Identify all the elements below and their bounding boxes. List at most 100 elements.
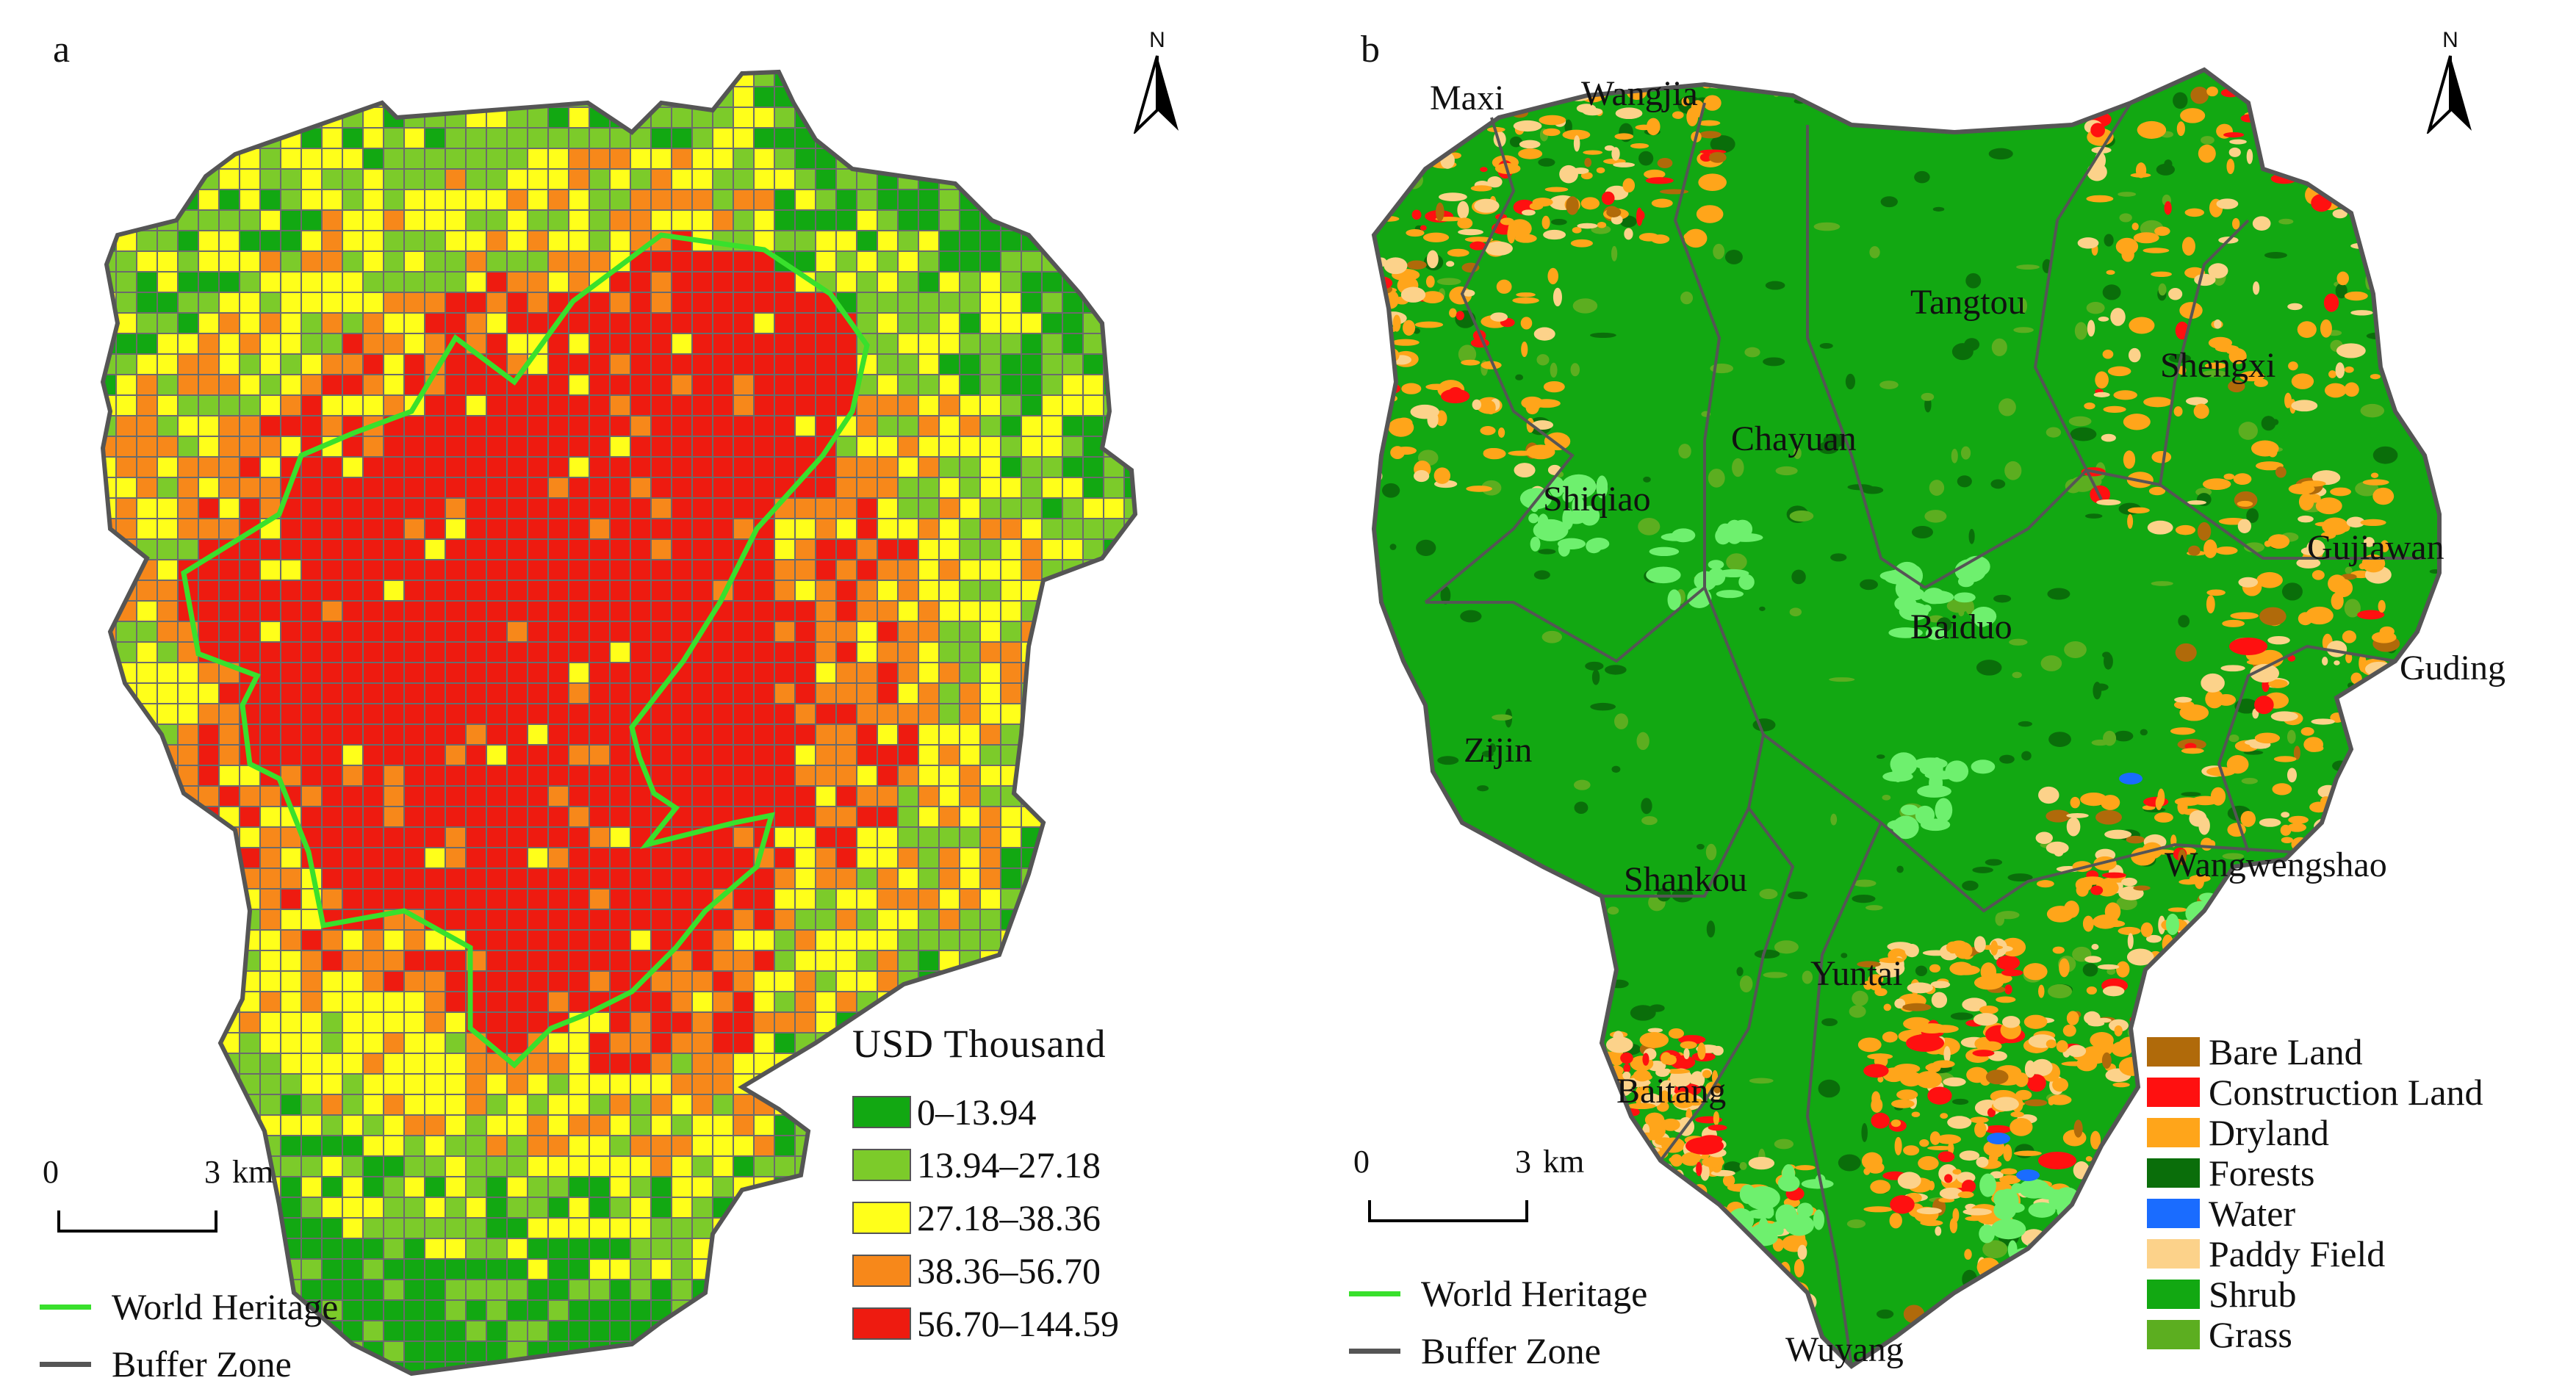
agriculture-patch [2035,831,2053,844]
grid-cell [568,929,590,951]
grid-cell [547,1155,569,1177]
grid-cell [609,86,631,108]
grid-cell [136,1176,158,1198]
agriculture-patch [1890,1119,1902,1127]
grid-cell [1041,662,1063,684]
grid-cell [959,456,981,478]
grid-cell [547,394,569,416]
grid-cell [156,682,179,704]
grid-cell [712,107,734,129]
grid-cell [1145,1280,1165,1300]
agriculture-patch [2353,699,2363,704]
grid-cell [1000,1361,1022,1374]
agriculture-patch [1673,1259,1702,1269]
agriculture-patch [1328,320,1348,328]
grid-cell [918,909,940,931]
grid-cell [383,1032,405,1054]
grid-cell [691,559,713,581]
grid-cell [918,189,940,211]
agriculture-patch [2345,757,2367,769]
grid-cell [794,662,816,684]
grid-cell [1145,148,1165,169]
grid-cell [342,1053,364,1075]
grid-cell [486,600,508,622]
agriculture-patch [2250,663,2280,683]
grid-cell [198,1114,220,1136]
agriculture-patch [1982,1041,2002,1051]
grid-cell [979,929,1001,951]
grid-cell [177,148,199,170]
grid-cell [1145,765,1165,786]
grid-cell [733,189,755,211]
grid-cell [506,580,528,602]
agriculture-patch [1462,289,1475,297]
grid-cell [321,662,343,684]
grid-cell [774,518,796,540]
grid-cell [527,250,549,273]
grid-cell [938,209,960,231]
scale-end-label: 3 [204,1154,220,1190]
agriculture-patch [2011,1307,2021,1316]
agriculture-patch [1553,287,1562,307]
grid-cell [712,724,734,746]
agriculture-patch [2098,1163,2108,1180]
agriculture-patch [2095,809,2122,825]
grid-cell [1123,436,1135,458]
grid-cell [959,353,981,375]
grid-cell [753,1238,775,1260]
grid-cell [753,209,775,231]
grid-cell [959,826,981,848]
grid-cell [486,847,508,869]
agriculture-patch [1883,1003,1891,1011]
grid-cell [753,333,775,355]
grid-cell [671,497,693,519]
agriculture-patch [1521,342,1528,358]
agriculture-patch [2306,744,2324,752]
grid-cell [589,1279,611,1301]
grid-cell [979,703,1001,725]
grid-cell [1021,477,1043,499]
grid-cell [568,1032,590,1054]
grid-cell [568,1361,590,1374]
grid-cell [897,250,919,273]
vegetation-patch [1861,1123,1868,1142]
grid-cell [403,1238,425,1260]
grid-cell [445,785,467,807]
grid-cell [691,374,713,396]
agriculture-patch [2052,1078,2069,1092]
grid-cell [877,148,899,170]
grid-cell [856,703,878,725]
grid-cell [1145,580,1165,601]
grid-cell [1041,271,1063,293]
grid-cell [1021,1361,1043,1374]
agriculture-patch [2086,195,2114,203]
grid-cell [383,600,405,622]
grid-cell [835,703,857,725]
grid-cell [712,1299,734,1321]
grid-cell [1145,1259,1165,1280]
grid-cell [239,292,261,314]
agriculture-patch [1938,1151,1955,1163]
agriculture-patch [1484,241,1513,256]
grid-cell [712,867,734,890]
grid-cell [486,1320,508,1342]
agriculture-patch [2062,1024,2076,1037]
grid-cell [547,950,569,972]
grid-cell [424,621,446,643]
grid-cell [630,189,652,211]
grid-cell [218,765,240,787]
grid-cell [280,1053,302,1075]
grid-cell [1041,374,1063,396]
grid-cell [424,826,446,848]
grid-cell [103,86,117,108]
agriculture-patch [1480,167,1488,173]
grid-cell [712,1279,734,1301]
grid-cell [609,1032,631,1054]
grid-cell [1000,847,1022,869]
grid-cell [938,353,960,375]
grid-cell [671,538,693,560]
grid-cell [115,127,137,149]
agriculture-patch [2129,317,2155,334]
grid-cell [259,909,281,931]
grid-cell [979,1361,1001,1374]
